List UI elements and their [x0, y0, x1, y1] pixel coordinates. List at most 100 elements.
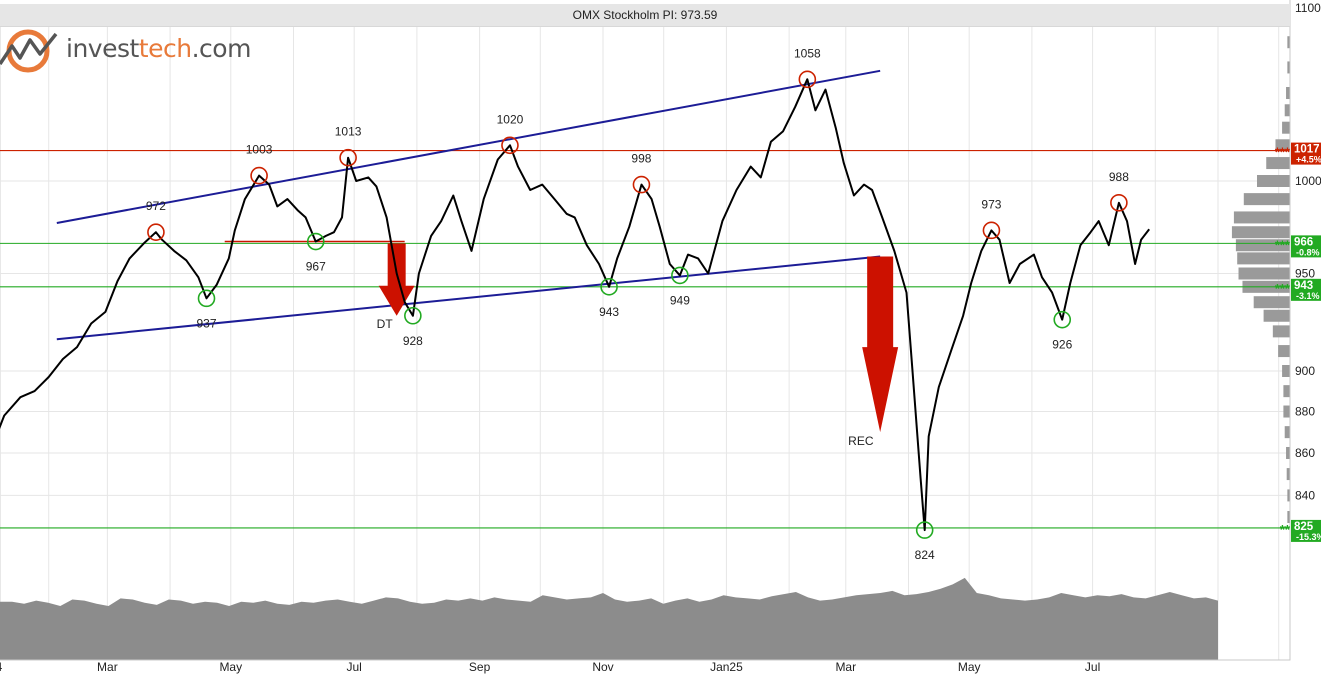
- top-marker: [147, 223, 165, 242]
- volume-area: [0, 577, 1218, 660]
- price-distribution-bar: [1286, 87, 1290, 100]
- top-marker: [501, 136, 519, 155]
- top-marker: [250, 166, 268, 185]
- top-marker: [798, 70, 817, 89]
- brand-name: investtech.com: [66, 34, 251, 63]
- top-label: 1003: [246, 143, 273, 157]
- price-distribution-bar: [1243, 193, 1290, 206]
- level-pct: -15.3%: [1296, 532, 1321, 542]
- level-box: [1291, 278, 1321, 301]
- x-tick-label: Sep: [469, 660, 491, 674]
- channel-lower-line: [56, 255, 881, 341]
- x-tick-label: Jul: [1085, 660, 1100, 674]
- price-distribution-bar: [1286, 468, 1290, 481]
- bottom-marker: [1053, 310, 1072, 329]
- y-tick-label: 900: [1295, 364, 1315, 378]
- top-marker: [339, 148, 357, 167]
- level-box: [1291, 519, 1321, 542]
- top-bottom-markers: 972 1003 1013 1020 998 1058 973 988 937 967 928 943…: [146, 46, 1129, 562]
- level-stars: **: [1280, 522, 1291, 537]
- bottom-label: 943: [599, 305, 619, 319]
- bottom-label: 926: [1052, 338, 1072, 352]
- price-distribution-bar: [1284, 426, 1290, 439]
- price-distribution-bar: [1235, 239, 1290, 252]
- x-tick-label: Jul: [347, 660, 362, 674]
- price-distribution-bar: [1233, 211, 1290, 224]
- level-box: [1291, 235, 1321, 258]
- price-distribution-bar: [1231, 226, 1290, 239]
- level-pct: +4.5%: [1296, 155, 1321, 165]
- level-pct: -0.8%: [1296, 247, 1320, 257]
- price-distribution-bar: [1238, 267, 1290, 280]
- top-marker: [632, 175, 651, 194]
- top-marker: [982, 221, 1001, 240]
- y-tick-label: 860: [1295, 446, 1315, 460]
- level-stars: ***: [1275, 237, 1291, 252]
- price-distribution-bar: [1283, 385, 1290, 398]
- x-tick-label: Jan24: [0, 660, 3, 674]
- brand-part-com: .com: [191, 34, 252, 63]
- price-distribution-bar: [1253, 296, 1290, 309]
- price-distribution-bar: [1266, 157, 1290, 170]
- level-box: [1291, 142, 1321, 165]
- bottom-label: 967: [306, 260, 326, 274]
- y-tick-label: 880: [1295, 405, 1315, 419]
- price-line: [0, 78, 1150, 532]
- volume-area-path: [0, 577, 1218, 660]
- level-value: 1017: [1294, 144, 1320, 156]
- price-distribution-bar: [1282, 365, 1290, 377]
- price-distribution-bar: [1286, 446, 1290, 459]
- level-price-boxes: *** 1017+4.5%*** 966-0.8%*** 943-3.1%** 825-…: [1275, 142, 1321, 542]
- x-tick-label: Mar: [835, 660, 856, 674]
- formation-label: REC: [848, 434, 874, 448]
- bottom-marker: [600, 278, 618, 296]
- top-label: 998: [631, 152, 651, 166]
- top-label: 973: [981, 197, 1001, 211]
- y-tick-label: 840: [1295, 488, 1315, 502]
- brand-part-tech: tech: [138, 34, 192, 63]
- y-axis: 840 860 880 900 950 1000 1100: [1289, 0, 1321, 660]
- top-label: 1058: [794, 46, 821, 60]
- channel-upper-line: [56, 69, 881, 224]
- brand-part-invest: invest: [66, 34, 139, 63]
- price-distribution-bar: [1287, 511, 1290, 524]
- price-series: [0, 78, 1150, 532]
- x-tick-label: Mar: [97, 660, 118, 674]
- trend-channel: [56, 69, 881, 341]
- y-tick-label: 1000: [1295, 174, 1321, 188]
- target-arrow: [862, 256, 899, 433]
- bottom-marker: [915, 521, 934, 539]
- x-tick-label: Jan25: [710, 660, 743, 674]
- chart-title-bar: OMX Stockholm PI: 973.59: [0, 4, 1290, 27]
- x-tick-label: May: [219, 660, 242, 674]
- investtech-logo-icon: [0, 29, 58, 73]
- level-stars: ***: [1275, 145, 1291, 160]
- x-tick-label: Nov: [592, 660, 613, 674]
- level-value: 966: [1294, 236, 1313, 248]
- top-marker: [1110, 193, 1128, 212]
- level-value: 943: [1294, 280, 1313, 292]
- price-distribution-bar: [1263, 309, 1290, 322]
- chart-title: OMX Stockholm PI: 973.59: [572, 8, 718, 22]
- price-distribution-bar: [1275, 139, 1290, 152]
- price-distribution-bar: [1272, 325, 1290, 338]
- level-value: 825: [1294, 521, 1314, 533]
- top-label: 1013: [335, 125, 362, 139]
- bottom-label: 937: [196, 316, 216, 330]
- pattern-formations: DT REC: [224, 240, 899, 448]
- top-label: 972: [146, 199, 166, 213]
- grid-lines: [0, 8, 1291, 661]
- plot-area: [0, 25, 1291, 661]
- bottom-marker: [306, 232, 325, 251]
- x-axis: Jan24 Mar May Jul Sep Nov Jan25 Mar May Jul: [0, 659, 1290, 674]
- target-arrow: [378, 243, 415, 316]
- level-pct: -3.1%: [1296, 291, 1320, 301]
- y-tick-label: 1100: [1295, 1, 1321, 15]
- top-label: 1020: [497, 112, 524, 126]
- price-distribution-bar: [1237, 252, 1290, 265]
- bottom-marker: [404, 306, 422, 325]
- bottom-label: 928: [403, 334, 423, 348]
- price-distribution-bar: [1282, 121, 1290, 134]
- price-distribution-bar: [1278, 345, 1290, 358]
- price-distribution-bar: [1283, 405, 1290, 418]
